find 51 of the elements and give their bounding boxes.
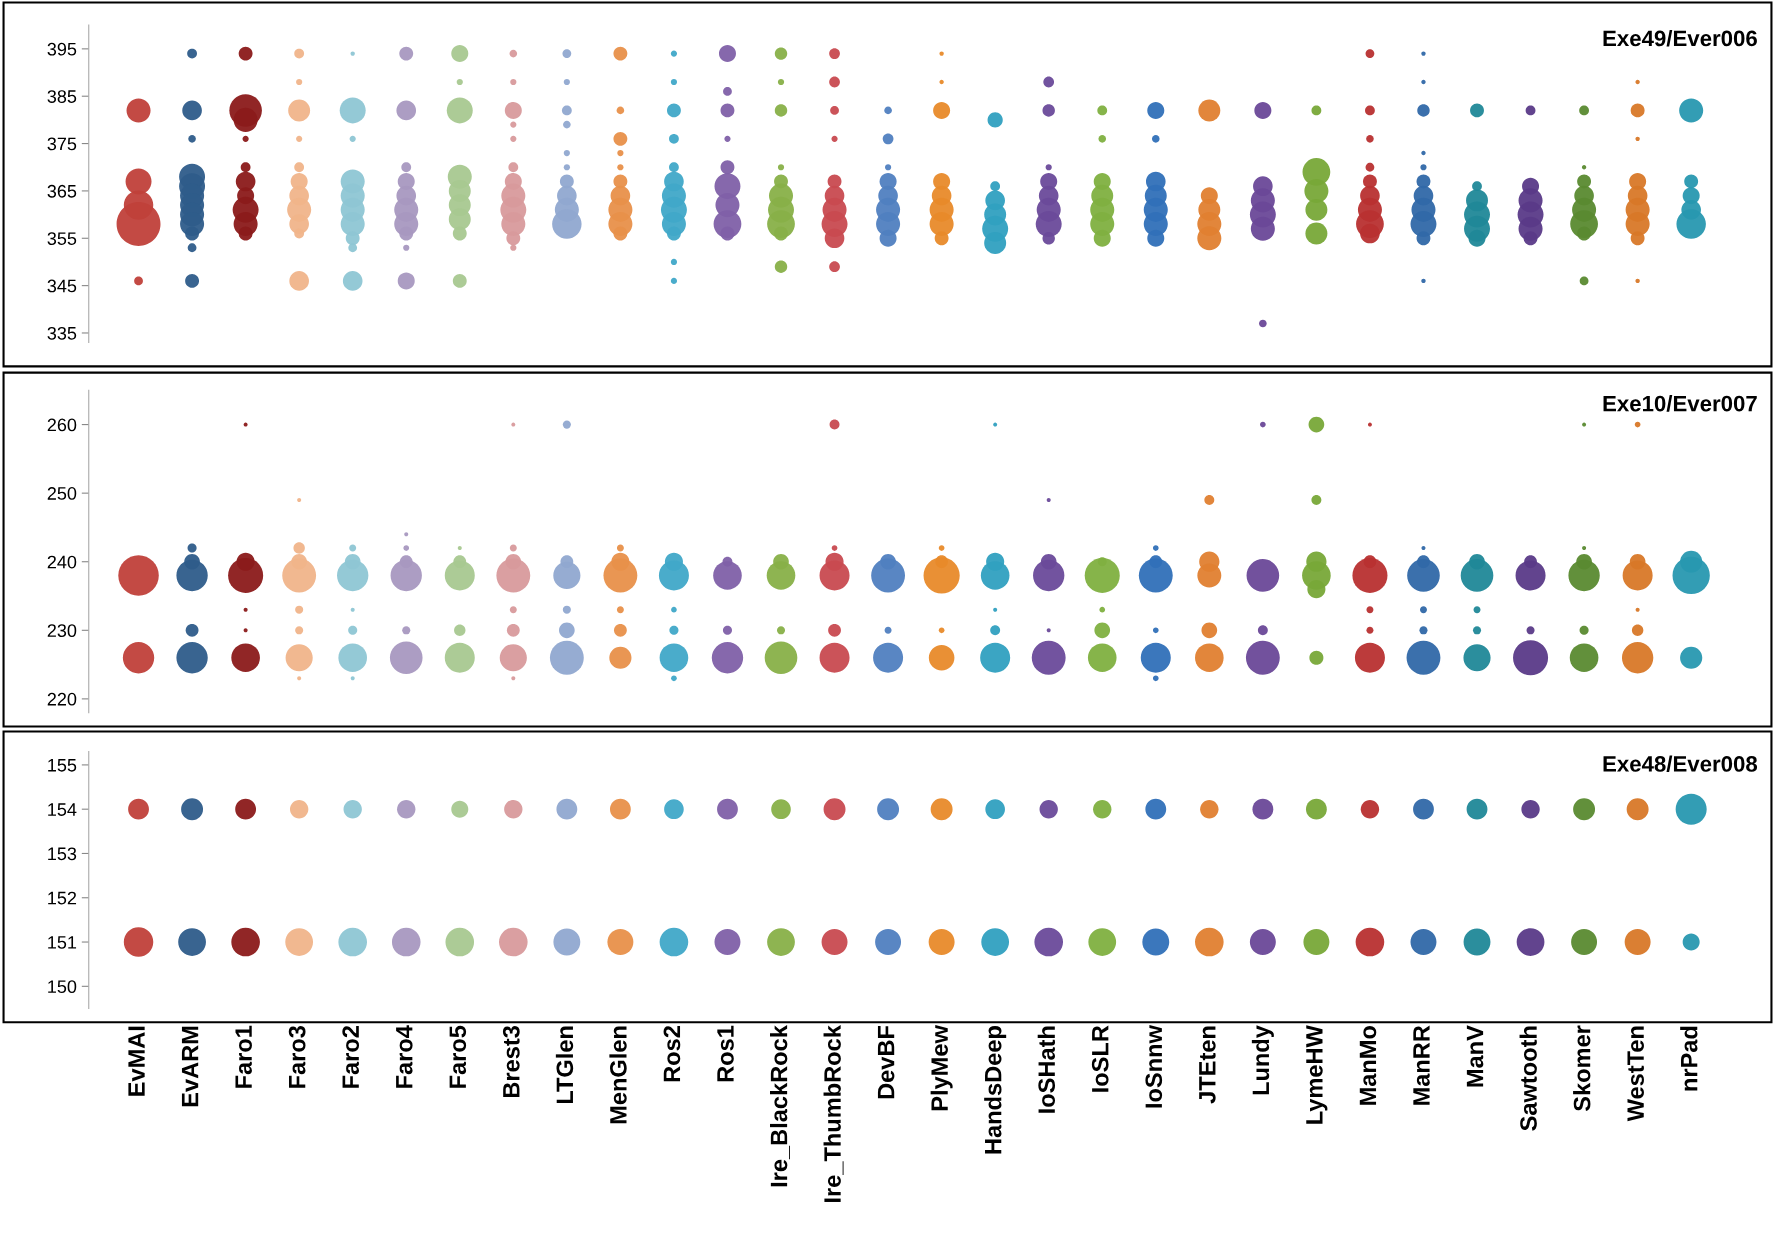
y-tick-label: 151 (48, 936, 77, 949)
y-tick-label: 345 (47, 279, 77, 293)
x-tick-label: Brest3 (502, 1025, 520, 1098)
x-tick-label: DevBF (877, 1025, 895, 1099)
chart-title: Exe10/Ever007 (1603, 395, 1757, 412)
x-tick-label: HandsDeep (984, 1026, 1007, 1154)
x-tick-label: Lundy (1251, 1025, 1274, 1095)
y-tick-label: 220 (47, 692, 77, 706)
x-tick-label: ManRR (1413, 1025, 1430, 1105)
y-tick-label: 335 (47, 326, 77, 340)
x-tick-label: IoSLR (1091, 1025, 1109, 1092)
x-tick-label: Faro1 (235, 1025, 252, 1088)
y-tick-label: 155 (48, 759, 77, 772)
x-tick-label: LTGlen (555, 1026, 574, 1104)
y-tick-label: 385 (47, 90, 77, 103)
y-tick-label: 230 (47, 624, 77, 638)
chart-title: Exe48/Ever008 (1603, 755, 1758, 773)
y-tick-label: 395 (47, 42, 77, 56)
x-tick-label: nrPad (1680, 1026, 1698, 1091)
x-tick-label: Faro5 (449, 1025, 467, 1088)
x-tick-label: EvARM (181, 1026, 199, 1107)
y-tick-label: 154 (48, 803, 77, 816)
x-tick-label: Ire_BlackRock (770, 1025, 790, 1187)
x-tick-label: Faro2 (342, 1026, 360, 1088)
y-tick-label: 150 (48, 980, 77, 994)
x-tick-label: JTEten (1199, 1026, 1216, 1104)
x-tick-label: Faro4 (396, 1025, 413, 1088)
y-tick-label: 365 (47, 184, 77, 198)
x-tick-label: Sawtooth (1519, 1026, 1537, 1131)
y-tick-label: 260 (47, 418, 77, 432)
x-tick-label: IoSnnw (1145, 1025, 1163, 1108)
y-tick-label: 240 (47, 555, 77, 569)
x-tick-label: Ros2 (663, 1026, 681, 1082)
y-tick-label: 152 (48, 891, 77, 905)
y-tick-label: 355 (47, 232, 77, 245)
x-tick-label: Ire_ThumbRock (823, 1025, 844, 1202)
x-tick-label: Faro3 (288, 1025, 306, 1088)
x-tick-label: EvMAI (128, 1026, 145, 1096)
x-tick-label: WestTen (1627, 1026, 1644, 1122)
y-tick-label: 375 (47, 137, 77, 151)
x-tick-label: ManMo (1359, 1026, 1377, 1105)
x-tick-label: Skomer (1573, 1025, 1591, 1112)
x-tick-label: Ros1 (717, 1025, 734, 1082)
x-tick-label: MenGlen (609, 1026, 627, 1124)
x-tick-label: LymeHW (1306, 1025, 1328, 1124)
y-tick-label: 153 (48, 847, 77, 861)
x-tick-label: ManV (1466, 1025, 1484, 1087)
x-tick-label: PlyMew (930, 1025, 953, 1111)
y-tick-label: 250 (47, 487, 77, 500)
chart-title: Exe49/Ever006 (1603, 29, 1757, 47)
x-tick-label: IoSHath (1037, 1026, 1056, 1113)
